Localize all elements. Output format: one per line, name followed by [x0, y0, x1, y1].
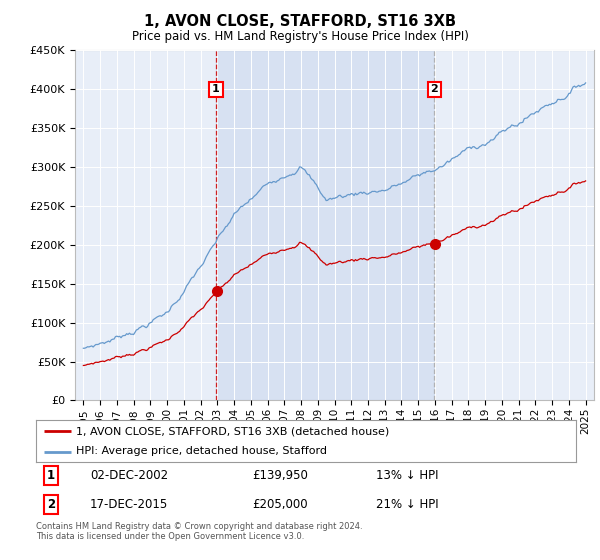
Text: Contains HM Land Registry data © Crown copyright and database right 2024.
This d: Contains HM Land Registry data © Crown c…: [36, 522, 362, 542]
Text: HPI: Average price, detached house, Stafford: HPI: Average price, detached house, Staf…: [77, 446, 328, 456]
Text: 2: 2: [430, 85, 438, 94]
Text: 02-DEC-2002: 02-DEC-2002: [90, 469, 168, 482]
Text: 1: 1: [212, 85, 220, 94]
Bar: [216, 50, 434, 400]
Text: £205,000: £205,000: [252, 498, 308, 511]
Text: 2: 2: [47, 498, 55, 511]
Text: 17-DEC-2015: 17-DEC-2015: [90, 498, 168, 511]
Text: 1, AVON CLOSE, STAFFORD, ST16 3XB: 1, AVON CLOSE, STAFFORD, ST16 3XB: [144, 14, 456, 29]
Text: 21% ↓ HPI: 21% ↓ HPI: [376, 498, 439, 511]
Text: 13% ↓ HPI: 13% ↓ HPI: [376, 469, 439, 482]
Text: £139,950: £139,950: [252, 469, 308, 482]
Text: 1, AVON CLOSE, STAFFORD, ST16 3XB (detached house): 1, AVON CLOSE, STAFFORD, ST16 3XB (detac…: [77, 426, 390, 436]
Text: Price paid vs. HM Land Registry's House Price Index (HPI): Price paid vs. HM Land Registry's House …: [131, 30, 469, 43]
Text: 1: 1: [47, 469, 55, 482]
